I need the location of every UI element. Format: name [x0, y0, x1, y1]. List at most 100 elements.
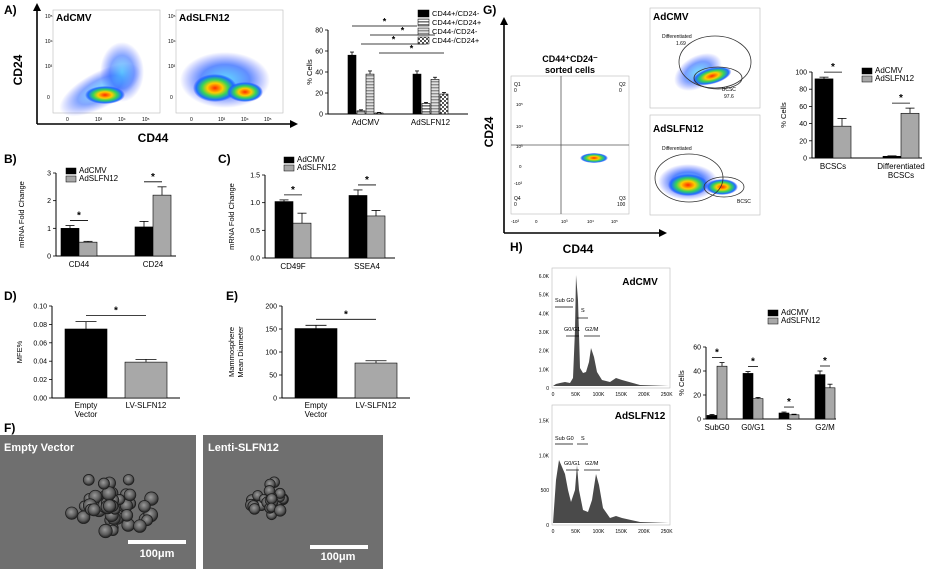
- flow-a2-xtick-0: 0: [190, 117, 193, 123]
- flow-a2-ytick-3: 10³: [168, 64, 176, 70]
- flow-g-ytick-4: 10⁴: [516, 124, 523, 129]
- flow-plot-a-adslfn12: [175, 9, 284, 114]
- hist-y-tick-top: 0: [546, 386, 549, 392]
- hist-y-tick-top: 1.0K: [539, 367, 550, 373]
- flow-g-xtick-0: 0: [535, 219, 538, 224]
- x-tick-label-line2: Vector: [75, 410, 98, 419]
- legend-swatch: [861, 75, 873, 83]
- hist-gate-g2m-bottom: G2/M: [585, 461, 599, 467]
- significance-star: *: [383, 17, 387, 27]
- y-tick-label: 40: [799, 121, 807, 128]
- hist-y-tick-top: 2.0K: [539, 349, 550, 355]
- panel-a-letter: A): [4, 3, 17, 17]
- y-tick-label: 0.10: [33, 304, 47, 311]
- y-tick-label: 80: [315, 28, 323, 35]
- y-tick-label: 0: [803, 156, 807, 163]
- y-tick-label: 60: [693, 345, 701, 352]
- flow-a-xtick-0: 0: [66, 117, 69, 123]
- cell: [138, 500, 151, 513]
- y-axis-label: % Cells: [677, 370, 686, 396]
- cell: [120, 509, 134, 522]
- quadrant-q4: Q4: [514, 196, 521, 202]
- bar-subg0-adslfn12: [716, 365, 728, 420]
- cell: [273, 504, 287, 517]
- y-tick-label: 1.5: [250, 173, 260, 180]
- legend-swatch: [417, 36, 430, 45]
- gate-value-top-bcsc: 97.6: [724, 94, 734, 100]
- bar-cd49f-adcmv: [274, 201, 294, 259]
- hist-y-tick-bottom: 1.5K: [539, 418, 550, 424]
- cell: [102, 499, 117, 513]
- hist-y-tick-top: 4.0K: [539, 311, 550, 317]
- legend-label: AdCMV: [781, 308, 809, 317]
- bar-adcmv-cd44-cd24-: [347, 54, 357, 115]
- legend-label: AdCMV: [79, 166, 107, 175]
- scale-bar-label-right: 100μm: [321, 551, 356, 563]
- legend-label: CD44-/CD24-: [432, 27, 478, 36]
- y-tick-label: 0: [319, 112, 323, 119]
- panel-a-flow-axes: [33, 3, 298, 128]
- flow-g-ytick-5: 10⁵: [516, 102, 523, 107]
- y-axis-label: mRNA Fold Change: [227, 183, 236, 250]
- y-tick-label: 20: [315, 91, 323, 98]
- flow-g-xtick-3: 10³: [561, 219, 568, 224]
- flow-plot-g-adcmv: [649, 7, 761, 109]
- flow-title-g-adslfn12: AdSLFN12: [653, 124, 704, 135]
- y-tick-label: 0: [697, 417, 701, 424]
- legend-label: CD44-/CD24+: [432, 36, 480, 45]
- legend-swatch: [65, 175, 77, 183]
- bar-cd44-adslfn12: [78, 241, 98, 257]
- legend-label: CD44+/CD24+: [432, 18, 482, 27]
- panel-e-letter: E): [226, 289, 238, 303]
- sorted-subtitle: sorted cells: [545, 65, 595, 75]
- flow-title-g-adcmv: AdCMV: [653, 12, 689, 23]
- cell: [87, 503, 101, 517]
- flow-a-ytick-4: 10⁴: [45, 39, 53, 45]
- hist-x-tick: 100K: [593, 529, 605, 535]
- gate-label-bot-bcsc: BCSC: [737, 199, 751, 205]
- cell: [122, 474, 135, 486]
- hist-gate-g2m-top: G2/M: [585, 327, 599, 333]
- hist-gate-g0g1-bottom: G0/G1: [564, 461, 580, 467]
- significance-star: *: [823, 356, 827, 367]
- panel-a-y-label: CD24: [11, 54, 25, 85]
- bar-subg0-adcmv: [706, 415, 718, 420]
- x-tick-label-line1: Differentiated: [877, 162, 924, 171]
- cell: [266, 493, 278, 505]
- y-axis-label: % Cells: [305, 59, 314, 85]
- panel-g-letter: G): [483, 3, 496, 17]
- bar-s-adslfn12: [788, 414, 800, 420]
- flow-a2-xtick-5: 10⁵: [264, 117, 272, 123]
- x-tick-label: AdCMV: [352, 118, 380, 127]
- significance-star: *: [344, 309, 348, 320]
- legend-label: AdCMV: [875, 66, 903, 75]
- cell: [123, 488, 137, 502]
- micrograph-title-empty-vector: Empty Vector: [4, 442, 75, 454]
- hist-title-adcmv: AdCMV: [622, 277, 658, 288]
- hist-x-tick: 100K: [593, 392, 605, 398]
- significance-star: *: [365, 175, 369, 186]
- chart-a-percent-cells: 0 20 40 60 80 % Cells AdCMV AdSLFN12 * * * * CD44+/C…: [305, 9, 482, 127]
- hist-axis-ticks: 0 50K 100K 150K 200K 250K 0 50K 100K 150K 200K 250K…: [539, 274, 674, 535]
- flow-a-xtick-5: 10⁵: [142, 117, 150, 123]
- hist-gates-top: [555, 306, 600, 337]
- cell: [133, 519, 147, 533]
- y-tick-label: 50: [269, 373, 277, 380]
- hist-x-tick: 150K: [615, 392, 627, 398]
- flow-title-a-adcmv: AdCMV: [56, 13, 92, 24]
- flow-a-ytick-3: 10³: [45, 64, 53, 70]
- flow-a2-ytick-4: 10⁴: [168, 39, 176, 45]
- panel-g-y-label: CD24: [482, 116, 496, 147]
- x-tick-label: S: [786, 423, 791, 432]
- flow-plot-g-adslfn12: [649, 114, 761, 216]
- sorted-title: CD44⁺CD24⁻: [542, 54, 598, 64]
- quadrant-q1: Q1: [514, 82, 521, 88]
- flow-g-ytick-0: 0: [519, 164, 522, 169]
- hist-y-tick-bottom: 0: [546, 523, 549, 529]
- bar-differentiated-bcscs-adcmv: [882, 155, 902, 159]
- bar-cd24-adcmv: [134, 226, 154, 257]
- legend-label: AdSLFN12: [79, 174, 119, 183]
- bar-cd24-adslfn12: [152, 194, 172, 257]
- flow-plot-a-adcmv: [52, 9, 161, 117]
